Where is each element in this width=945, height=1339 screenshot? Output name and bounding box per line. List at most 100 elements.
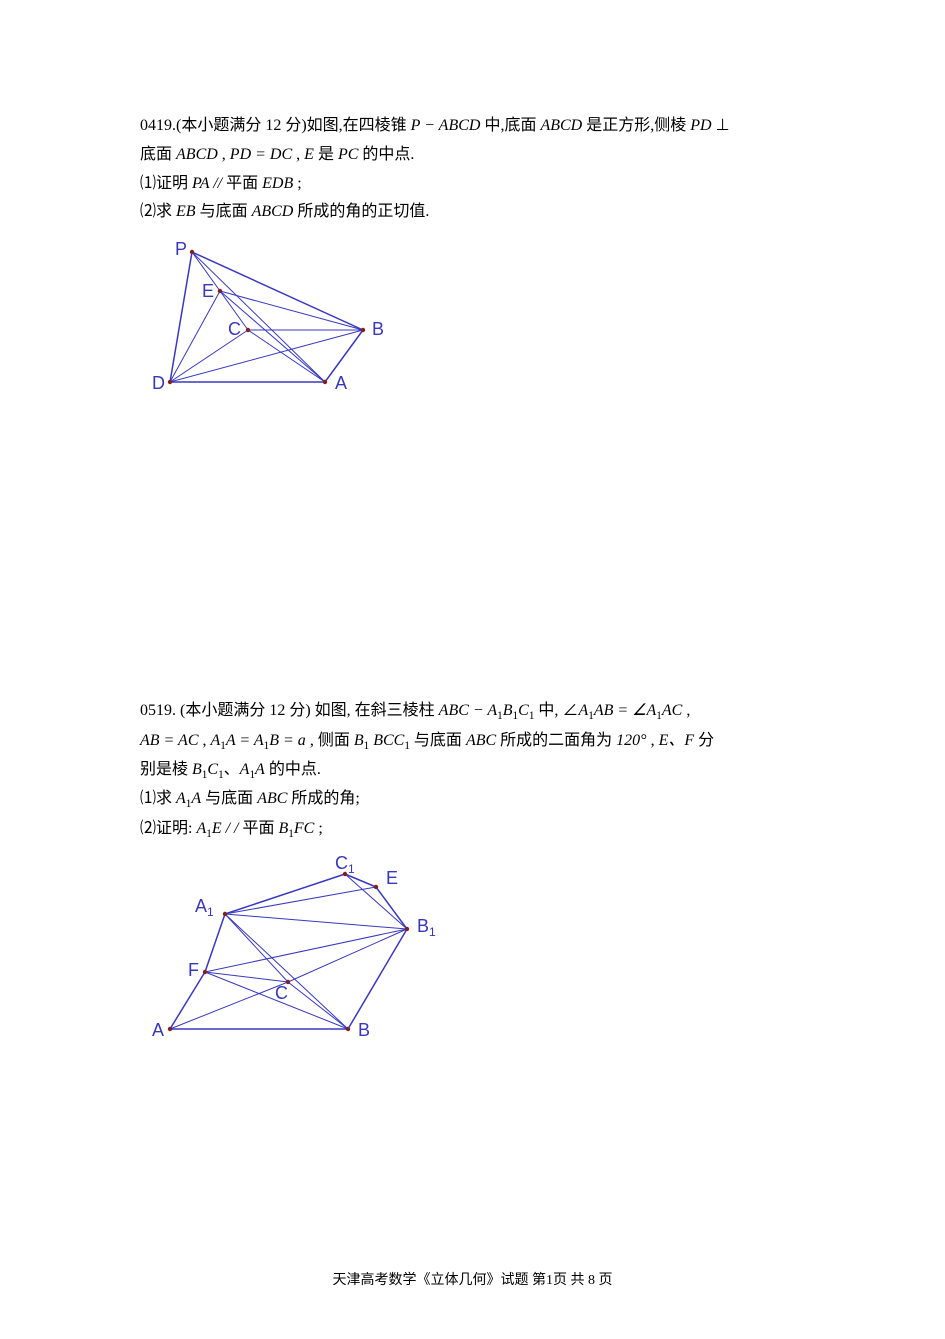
figure-2-container: C1 E A1 B1 F C A B — [140, 854, 805, 1054]
p2-q1b: A — [176, 790, 186, 807]
p2-m2b: AB = — [594, 702, 632, 719]
p2-l2b: A — [211, 732, 221, 749]
p2-l3a: 别是棱 — [140, 761, 192, 778]
p1-m6: E — [304, 146, 314, 163]
svg-text:A: A — [152, 1020, 164, 1040]
p2-c1: , — [682, 702, 690, 719]
svg-text:F: F — [188, 960, 199, 980]
p1-q2a: ⑵求 — [140, 203, 176, 220]
p2-l3d: A — [240, 761, 250, 778]
p1-q2m2: ABCD — [252, 203, 294, 220]
p2-q2d: B — [279, 820, 289, 837]
figure-1-svg: P EC B D A — [140, 237, 420, 407]
p1-q1e: ; — [293, 175, 301, 192]
p2-l2m: , 侧面 — [306, 732, 354, 749]
p1-q1m: PA // — [192, 175, 226, 192]
p1-t4: 底面 — [140, 146, 176, 163]
svg-text:B1: B1 — [417, 916, 436, 939]
p2-l2f: BCC — [369, 732, 404, 749]
p2-l3e: A — [255, 761, 265, 778]
p1-m4: ABCD — [176, 146, 218, 163]
footer-text-a: 天津高考数学《立体几何》试题 第 — [333, 1273, 547, 1288]
footer-page-current: 1 — [546, 1273, 553, 1288]
p2-m2d: AC — [662, 702, 682, 719]
p2-m1c: C — [518, 702, 529, 719]
p2-q2b: A — [196, 820, 206, 837]
p2-l2ef: E、F — [659, 732, 695, 749]
svg-text:C: C — [228, 319, 241, 339]
p2-l2g: ABC — [466, 732, 496, 749]
svg-text:E: E — [202, 281, 214, 301]
p1-number: 0419. — [140, 117, 176, 134]
p2-q2c: E / / — [212, 820, 243, 837]
p2-l2c2: , — [647, 732, 659, 749]
figure-2-svg: C1 E A1 B1 F C A B — [140, 854, 460, 1054]
p2-l2a: AB = AC — [140, 732, 199, 749]
p2-l2e: B — [354, 732, 364, 749]
p2-q2a: ⑵证明: — [140, 820, 196, 837]
p1-m3: PD — [690, 117, 715, 134]
p2-l2c1: , — [199, 732, 211, 749]
p1-m2: ABCD — [540, 117, 582, 134]
svg-text:C: C — [275, 983, 288, 1003]
p2-l3c: C — [207, 761, 218, 778]
footer-page-total: 8 — [588, 1273, 595, 1288]
p2-m1b: B — [503, 702, 513, 719]
p2-l2m2: 与底面 — [410, 732, 466, 749]
p2-m2a: A — [578, 702, 588, 719]
svg-text:C1: C1 — [335, 854, 355, 876]
p2-ang1: ∠ — [562, 702, 578, 719]
p2-q1e: 所成的角; — [287, 790, 359, 807]
svg-text:D: D — [152, 373, 165, 393]
p2-q1c: A — [191, 790, 201, 807]
problem-0519: 0519. (本小题满分 12 分) 如图, 在斜三棱柱 ABC − A1B1C… — [140, 697, 805, 1054]
p2-q2end: ; — [314, 820, 322, 837]
p2-l2end: 分 — [694, 732, 714, 749]
p2-l2m3: 所成的二面角为 — [496, 732, 616, 749]
footer-text-c: 页 — [595, 1273, 613, 1288]
problem-0519-text: 0519. (本小题满分 12 分) 如图, 在斜三棱柱 ABC − A1B1C… — [140, 697, 805, 844]
p1-q2b: 与底面 — [196, 203, 252, 220]
p2-l2c: A = A — [226, 732, 264, 749]
p1-t6: 的中点. — [358, 146, 414, 163]
p2-number: 0519. — [140, 702, 176, 719]
p1-q2e: 所成的角的正切值. — [293, 203, 429, 220]
p1-perp: ⊥ — [716, 117, 730, 134]
p2-q2m: 平面 — [243, 820, 279, 837]
p2-l2deg: 120° — [616, 732, 646, 749]
p2-t1: (本小题满分 12 分) 如图, 在斜三棱柱 — [176, 702, 439, 719]
p1-t2: 中,底面 — [480, 117, 540, 134]
p1-c1: , — [218, 146, 230, 163]
p1-q1b: 平面 — [226, 175, 262, 192]
p2-l3comma: 、 — [224, 761, 240, 778]
p1-m1: P − ABCD — [411, 117, 481, 134]
svg-text:P: P — [175, 239, 187, 259]
p1-t1: (本小题满分 12 分)如图,在四棱锥 — [176, 117, 411, 134]
svg-text:E: E — [386, 868, 398, 888]
p2-m2c: ∠A — [632, 702, 656, 719]
p1-t3: 是正方形,侧棱 — [582, 117, 690, 134]
p2-m1a: ABC − A — [439, 702, 498, 719]
p1-q1a: ⑴证明 — [140, 175, 192, 192]
p1-q2m: EB — [176, 203, 196, 220]
problem-0419-text: 0419.(本小题满分 12 分)如图,在四棱锥 P − ABCD 中,底面 A… — [140, 112, 805, 227]
p1-m5: PD = DC — [230, 146, 292, 163]
svg-text:B: B — [358, 1020, 370, 1040]
svg-text:A1: A1 — [195, 896, 214, 919]
figure-1-container: P EC B D A — [140, 237, 805, 407]
p1-t5: 是 — [314, 146, 338, 163]
p2-l2d: B = a — [269, 732, 306, 749]
page-footer: 天津高考数学《立体几何》试题 第1页 共 8 页 — [0, 1269, 945, 1289]
p2-q1d: ABC — [257, 790, 287, 807]
p2-q1m: 与底面 — [201, 790, 257, 807]
svg-text:A: A — [335, 373, 347, 393]
problem-0419: 0419.(本小题满分 12 分)如图,在四棱锥 P − ABCD 中,底面 A… — [140, 112, 805, 407]
p1-c2: , — [292, 146, 304, 163]
p2-q1a: ⑴求 — [140, 790, 176, 807]
footer-text-b: 页 共 — [553, 1273, 588, 1288]
svg-text:B: B — [372, 319, 384, 339]
p2-l3b: B — [192, 761, 202, 778]
p2-l3end: 的中点. — [265, 761, 321, 778]
p1-m7: PC — [338, 146, 358, 163]
p2-q2e: FC — [294, 820, 314, 837]
